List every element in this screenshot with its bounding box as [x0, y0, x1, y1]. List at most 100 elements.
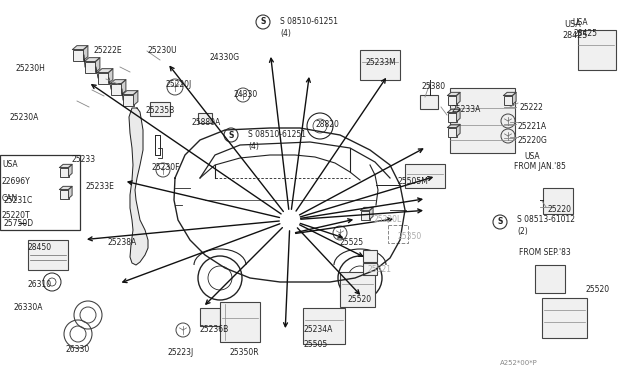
- Text: S: S: [497, 218, 502, 227]
- Polygon shape: [84, 58, 100, 61]
- Polygon shape: [97, 69, 113, 73]
- Text: CAN: CAN: [2, 194, 19, 203]
- Text: 28425: 28425: [562, 31, 588, 40]
- Bar: [363, 250, 377, 262]
- Polygon shape: [72, 46, 88, 49]
- Text: S 08513-61012: S 08513-61012: [517, 215, 575, 224]
- Polygon shape: [111, 80, 126, 83]
- Circle shape: [11, 218, 21, 228]
- Text: 25230F: 25230F: [152, 163, 180, 172]
- Text: 25220: 25220: [547, 205, 571, 214]
- Polygon shape: [60, 186, 72, 189]
- Bar: [60, 189, 68, 199]
- Bar: [72, 49, 83, 61]
- Polygon shape: [456, 92, 460, 105]
- Bar: [97, 73, 109, 83]
- Bar: [5, 191, 31, 211]
- Bar: [363, 263, 377, 275]
- Bar: [198, 113, 212, 123]
- Polygon shape: [83, 46, 88, 61]
- Bar: [340, 272, 375, 307]
- Bar: [388, 225, 408, 243]
- Text: 26310: 26310: [28, 280, 52, 289]
- Bar: [360, 211, 369, 219]
- Text: 28425: 28425: [574, 29, 598, 38]
- Text: 25505: 25505: [303, 340, 327, 349]
- Bar: [447, 128, 456, 137]
- Text: S: S: [260, 17, 266, 26]
- Bar: [28, 240, 68, 270]
- Bar: [405, 164, 445, 188]
- Text: 28450: 28450: [28, 243, 52, 252]
- Bar: [60, 167, 68, 176]
- Text: 25520: 25520: [586, 285, 610, 294]
- Text: 25233: 25233: [72, 155, 96, 164]
- Text: (4): (4): [280, 29, 291, 38]
- Text: 25220G: 25220G: [517, 136, 547, 145]
- Text: 25750D: 25750D: [4, 219, 34, 228]
- Text: S 08510-61251: S 08510-61251: [280, 17, 338, 26]
- Text: USA: USA: [572, 18, 588, 27]
- Text: S: S: [228, 131, 234, 140]
- Text: (4): (4): [248, 142, 259, 151]
- Text: S 08510-61251: S 08510-61251: [248, 130, 306, 139]
- Text: A252*00*P: A252*00*P: [500, 360, 538, 366]
- Polygon shape: [369, 207, 373, 219]
- Bar: [220, 302, 260, 342]
- Polygon shape: [456, 109, 460, 122]
- Text: 22696Y: 22696Y: [2, 177, 31, 186]
- Text: 25231C: 25231C: [4, 196, 33, 205]
- Text: 25221A: 25221A: [517, 122, 546, 131]
- Text: 25233A: 25233A: [451, 105, 481, 114]
- Text: 25222E: 25222E: [93, 46, 122, 55]
- Bar: [578, 30, 616, 70]
- Bar: [360, 50, 400, 80]
- Text: 25230U: 25230U: [148, 46, 178, 55]
- Text: 25230H: 25230H: [16, 64, 46, 73]
- Text: 25521: 25521: [368, 265, 392, 274]
- Text: 25235B: 25235B: [145, 106, 174, 115]
- Text: 25220T: 25220T: [2, 211, 31, 220]
- Bar: [111, 83, 122, 94]
- Text: USA: USA: [2, 160, 18, 169]
- Text: 28820: 28820: [316, 120, 340, 129]
- Polygon shape: [360, 207, 373, 211]
- Text: USA: USA: [564, 20, 580, 29]
- Text: 25220L: 25220L: [374, 215, 403, 224]
- Polygon shape: [122, 80, 126, 94]
- Polygon shape: [134, 91, 138, 106]
- Text: (2): (2): [517, 227, 528, 236]
- Text: 25525: 25525: [340, 238, 364, 247]
- Text: FROM SEP.'83: FROM SEP.'83: [519, 248, 571, 257]
- Text: 24330: 24330: [233, 90, 257, 99]
- Bar: [0, 155, 80, 230]
- Bar: [447, 96, 456, 105]
- Polygon shape: [447, 92, 460, 96]
- Text: FROM JAN.'85: FROM JAN.'85: [514, 162, 566, 171]
- Bar: [150, 102, 170, 116]
- Text: 25230A: 25230A: [10, 113, 40, 122]
- Polygon shape: [447, 124, 460, 128]
- Bar: [303, 308, 345, 344]
- Text: 25234A: 25234A: [303, 325, 332, 334]
- Bar: [200, 308, 220, 326]
- Bar: [84, 61, 95, 73]
- Polygon shape: [109, 69, 113, 83]
- Text: USA: USA: [524, 152, 540, 161]
- Text: 25505M: 25505M: [397, 177, 428, 186]
- Bar: [447, 112, 456, 122]
- Text: 25220J: 25220J: [165, 80, 191, 89]
- Text: 25236B: 25236B: [200, 325, 229, 334]
- Bar: [504, 96, 513, 105]
- Polygon shape: [95, 58, 100, 73]
- Text: 25350: 25350: [398, 232, 422, 241]
- Bar: [535, 265, 565, 293]
- Text: 26330A: 26330A: [14, 303, 44, 312]
- Bar: [543, 188, 573, 214]
- Polygon shape: [513, 92, 516, 105]
- Polygon shape: [60, 164, 72, 167]
- Polygon shape: [68, 186, 72, 199]
- Text: 25350R: 25350R: [230, 348, 260, 357]
- Text: 25233M: 25233M: [366, 58, 397, 67]
- Bar: [542, 298, 587, 338]
